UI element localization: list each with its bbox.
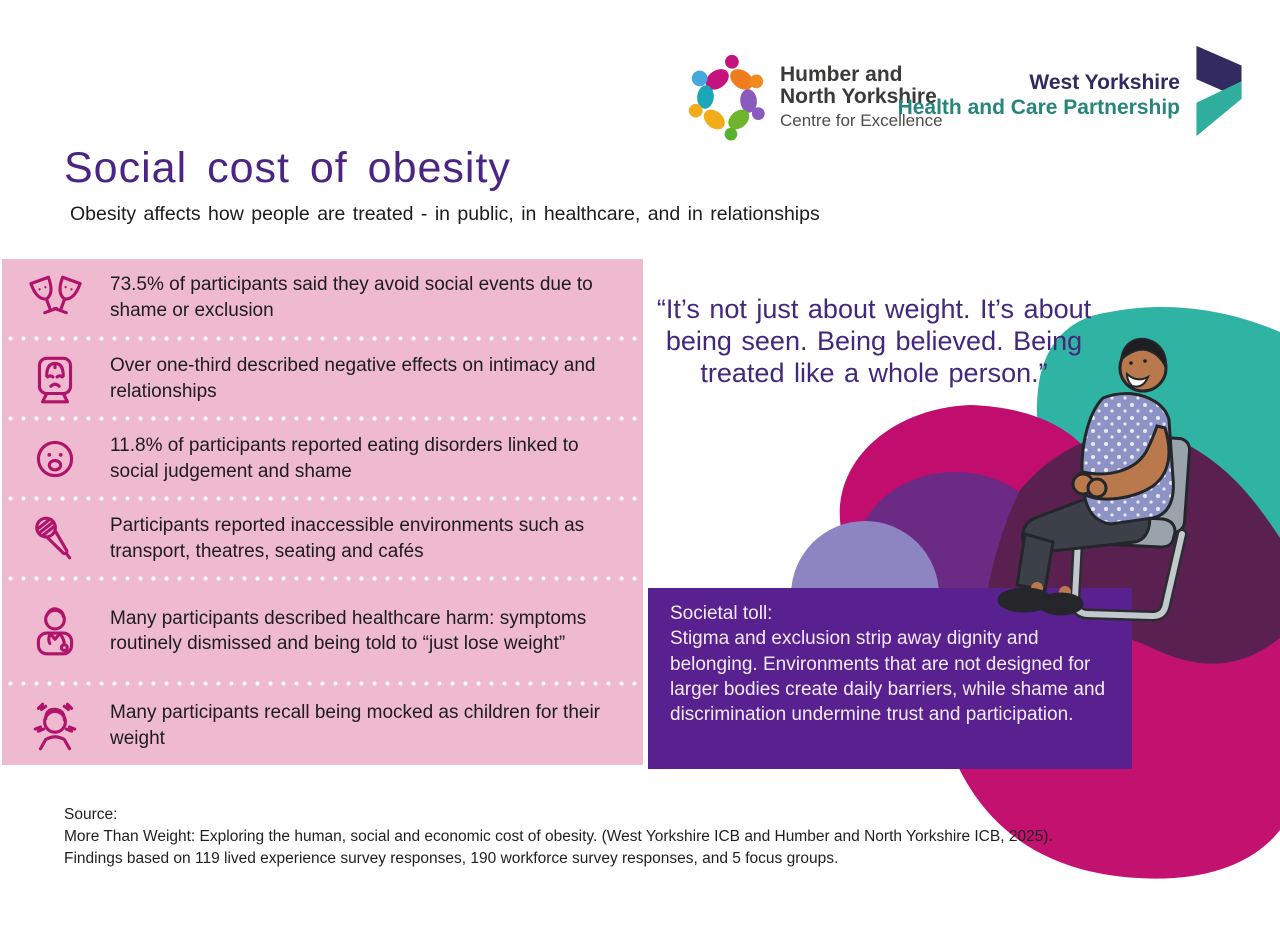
seated-person-illustration <box>997 337 1192 622</box>
source-label: Source: <box>64 806 118 823</box>
societal-toll-heading: Societal toll: <box>670 603 773 624</box>
sad-woman-icon <box>37 356 73 403</box>
microphone-icon <box>35 516 72 559</box>
wy-logo-text: West Yorkshire Health and Care Partnersh… <box>898 70 1180 120</box>
stat-row: Many participants recall being mocked as… <box>2 686 643 765</box>
stat-text: Participants reported inaccessible envir… <box>110 515 585 562</box>
page-subtitle: Obesity affects how people are treated -… <box>70 203 820 225</box>
dotted-divider <box>4 496 641 501</box>
stats-panel: 73.5% of participants said they avoid so… <box>2 259 643 765</box>
societal-toll-body: Stigma and exclusion strip away dignity … <box>670 628 1106 726</box>
hny-flower-icon <box>688 54 765 141</box>
stat-row: Many participants described healthcare h… <box>2 581 643 681</box>
stat-text: 73.5% of participants said they avoid so… <box>110 274 593 321</box>
source-line1: More Than Weight: Exploring the human, s… <box>64 828 1053 845</box>
stat-row: Over one-third described negative effect… <box>2 341 643 416</box>
source-note: Source: More Than Weight: Exploring the … <box>64 804 1053 870</box>
stat-row: 11.8% of participants reported eating di… <box>2 421 643 496</box>
wy-logo: West Yorkshire Health and Care Partnersh… <box>898 45 1250 140</box>
stat-row: Participants reported inaccessible envir… <box>2 501 643 576</box>
stat-text: Many participants recall being mocked as… <box>110 702 601 749</box>
page-title: Social cost of obesity <box>64 144 511 192</box>
dotted-divider <box>4 336 641 341</box>
dotted-divider <box>4 416 641 421</box>
stat-text: 11.8% of participants reported eating di… <box>110 435 579 482</box>
societal-toll-box: Societal toll: Stigma and exclusion stri… <box>648 588 1132 769</box>
person-smile <box>1125 371 1151 388</box>
hny-name-line2: North Yorkshire <box>780 85 937 109</box>
toasting-glasses-icon <box>29 275 82 314</box>
dotted-divider <box>4 681 641 686</box>
hny-tagline: Centre for Excellence <box>780 111 943 131</box>
doctor-icon <box>36 607 74 656</box>
person-hand <box>1086 477 1108 499</box>
pull-quote: “It’s not just about weight. It’s about … <box>656 294 1092 388</box>
wy-name: West Yorkshire <box>1029 71 1180 94</box>
wy-chevron-icon <box>1196 45 1242 137</box>
distressed-face-icon <box>36 440 74 477</box>
person-hair <box>1119 337 1168 369</box>
person-shoe <box>1038 592 1084 616</box>
source-line2: Findings based on 119 lived experience s… <box>64 850 839 867</box>
hny-name-line1: Humber and <box>780 63 903 87</box>
person-shin <box>1015 532 1055 592</box>
stat-text: Over one-third described negative effect… <box>110 355 596 402</box>
dotted-divider <box>4 576 641 581</box>
stat-text: Many participants described healthcare h… <box>110 607 587 654</box>
hny-logo: Humber and North Yorkshire Centre for Ex… <box>684 52 943 142</box>
stressed-person-icon <box>33 702 77 750</box>
stat-row: 73.5% of participants said they avoid so… <box>2 259 643 336</box>
wy-tagline: Health and Care Partnership <box>897 96 1180 120</box>
hny-logo-text: Humber and North Yorkshire Centre for Ex… <box>780 63 943 131</box>
